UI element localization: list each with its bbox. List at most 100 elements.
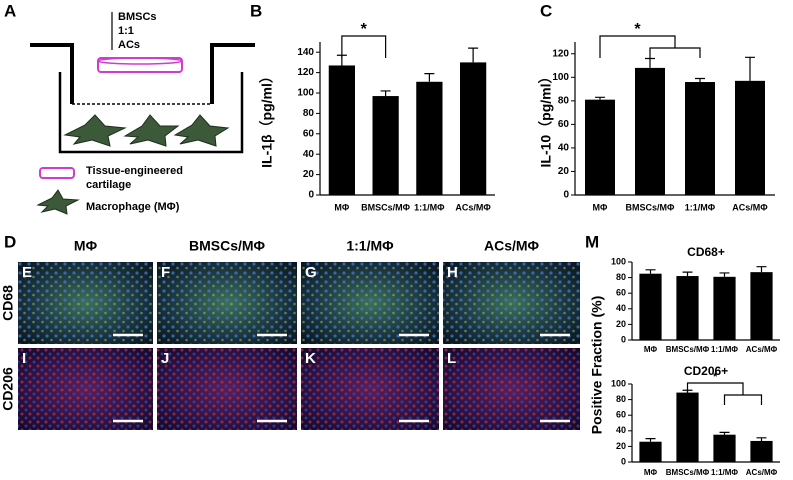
y-tick-label: 100 <box>552 72 569 83</box>
micrograph-cells <box>443 348 580 430</box>
significance-label: * <box>361 21 368 38</box>
y-tick-label: 40 <box>558 143 570 154</box>
y-tick-label: 60 <box>616 288 626 298</box>
y-tick-label: 0 <box>621 334 626 344</box>
y-tick-label: 80 <box>616 272 626 282</box>
x-tick-label: 1:1/MΦ <box>711 345 738 354</box>
bar <box>750 272 773 340</box>
y-tick-label: 80 <box>558 95 570 106</box>
x-tick-label: MΦ <box>593 202 608 212</box>
x-tick-label: BMSCs/MΦ <box>666 468 710 477</box>
panel-letter: K <box>305 350 316 367</box>
y-tick-label: 140 <box>297 47 314 58</box>
legend-label: Macrophage (MΦ) <box>86 201 180 213</box>
chart-title: CD68+ <box>687 245 725 259</box>
bar <box>676 392 699 462</box>
panel-letter: G <box>305 264 317 281</box>
panel-letter: F <box>161 264 170 281</box>
bar <box>460 62 487 196</box>
bar <box>713 434 736 462</box>
x-tick-label: BMSCs/MΦ <box>626 202 676 212</box>
y-tick-label: 80 <box>616 394 626 404</box>
y-tick-label: 40 <box>616 303 626 313</box>
x-tick-label: MΦ <box>644 345 658 354</box>
y-axis-label: IL-10（pg/ml） <box>538 69 554 167</box>
x-tick-label: ACs/MΦ <box>746 345 778 354</box>
bar <box>372 96 399 195</box>
y-tick-label: 0 <box>621 456 626 466</box>
significance-bracket <box>599 35 701 58</box>
x-tick-label: ACs/MΦ <box>455 202 491 212</box>
y-axis-label: IL-1β（pg/ml） <box>259 69 275 168</box>
column-header: MΦ <box>74 238 98 254</box>
error-bar <box>719 431 730 435</box>
panel-letter: L <box>447 350 456 367</box>
error-bar <box>745 56 755 81</box>
significance-bracket <box>341 35 387 58</box>
error-bar <box>719 272 730 277</box>
panel-letter: M <box>585 232 599 251</box>
row-label: CD68 <box>0 285 16 321</box>
y-tick-label: 80 <box>303 108 315 119</box>
x-tick-label: 1:1/MΦ <box>414 202 445 212</box>
x-tick-label: BMSCs/MΦ <box>666 345 710 354</box>
micrograph-cells <box>157 348 297 430</box>
error-bar <box>595 96 605 100</box>
y-tick-label: 20 <box>616 319 626 329</box>
x-tick-label: ACs/MΦ <box>746 468 778 477</box>
error-bar <box>424 73 435 82</box>
bar <box>639 441 662 462</box>
bar <box>328 65 355 196</box>
transwell-diagram <box>30 12 255 215</box>
panel-letter: B <box>250 1 262 20</box>
error-bar <box>468 47 479 63</box>
significance-label: * <box>713 371 718 383</box>
bar <box>750 440 773 462</box>
panel-letter: I <box>22 350 26 367</box>
legend-label: cartilage <box>86 179 131 191</box>
legend-label: Tissue-engineered <box>86 165 183 177</box>
error-bar <box>682 271 693 277</box>
error-bar <box>756 437 767 441</box>
y-tick-label: 120 <box>297 67 314 78</box>
y-tick-label: 40 <box>303 149 315 160</box>
x-tick-label: MΦ <box>644 468 658 477</box>
micrograph-cells <box>18 348 153 430</box>
x-tick-label: MΦ <box>334 202 349 212</box>
column-header: ACs/MΦ <box>484 238 540 254</box>
panel-letter: D <box>4 232 16 251</box>
y-tick-label: 100 <box>611 256 626 266</box>
y-tick-label: 0 <box>563 190 569 201</box>
bar <box>685 82 715 195</box>
micrograph-cells <box>301 262 439 344</box>
micrograph-cells <box>301 348 439 430</box>
y-tick-label: 60 <box>303 128 315 139</box>
bar <box>676 276 699 340</box>
error-bar <box>645 269 656 274</box>
y-tick-label: 20 <box>616 441 626 451</box>
error-bar <box>645 438 656 442</box>
error-bar <box>756 266 767 273</box>
y-axis-label: Positive Fraction (%) <box>589 296 605 434</box>
x-tick-label: 1:1/MΦ <box>685 202 716 212</box>
micrograph-cells <box>443 262 580 344</box>
bar <box>635 67 665 195</box>
micrograph-cells <box>18 262 153 344</box>
error-bar <box>645 57 655 68</box>
panel-letter: A <box>4 1 16 20</box>
y-tick-label: 100 <box>611 378 626 388</box>
bar <box>735 80 765 195</box>
y-tick-label: 100 <box>297 88 314 99</box>
bar <box>585 99 615 195</box>
row-label: CD206 <box>0 367 16 411</box>
y-tick-label: 60 <box>558 119 570 130</box>
y-tick-label: 40 <box>616 425 626 435</box>
y-tick-label: 60 <box>616 410 626 420</box>
microscopy-grid: MΦ BMSCs/MΦ 1:1/MΦ ACs/MΦ CD68 E F G H CD206 I J K L <box>0 238 580 430</box>
significance-bracket <box>686 382 763 405</box>
x-tick-label: BMSCs/MΦ <box>361 202 411 212</box>
insert-label: ACs <box>118 39 140 51</box>
x-tick-label: 1:1/MΦ <box>711 468 738 477</box>
